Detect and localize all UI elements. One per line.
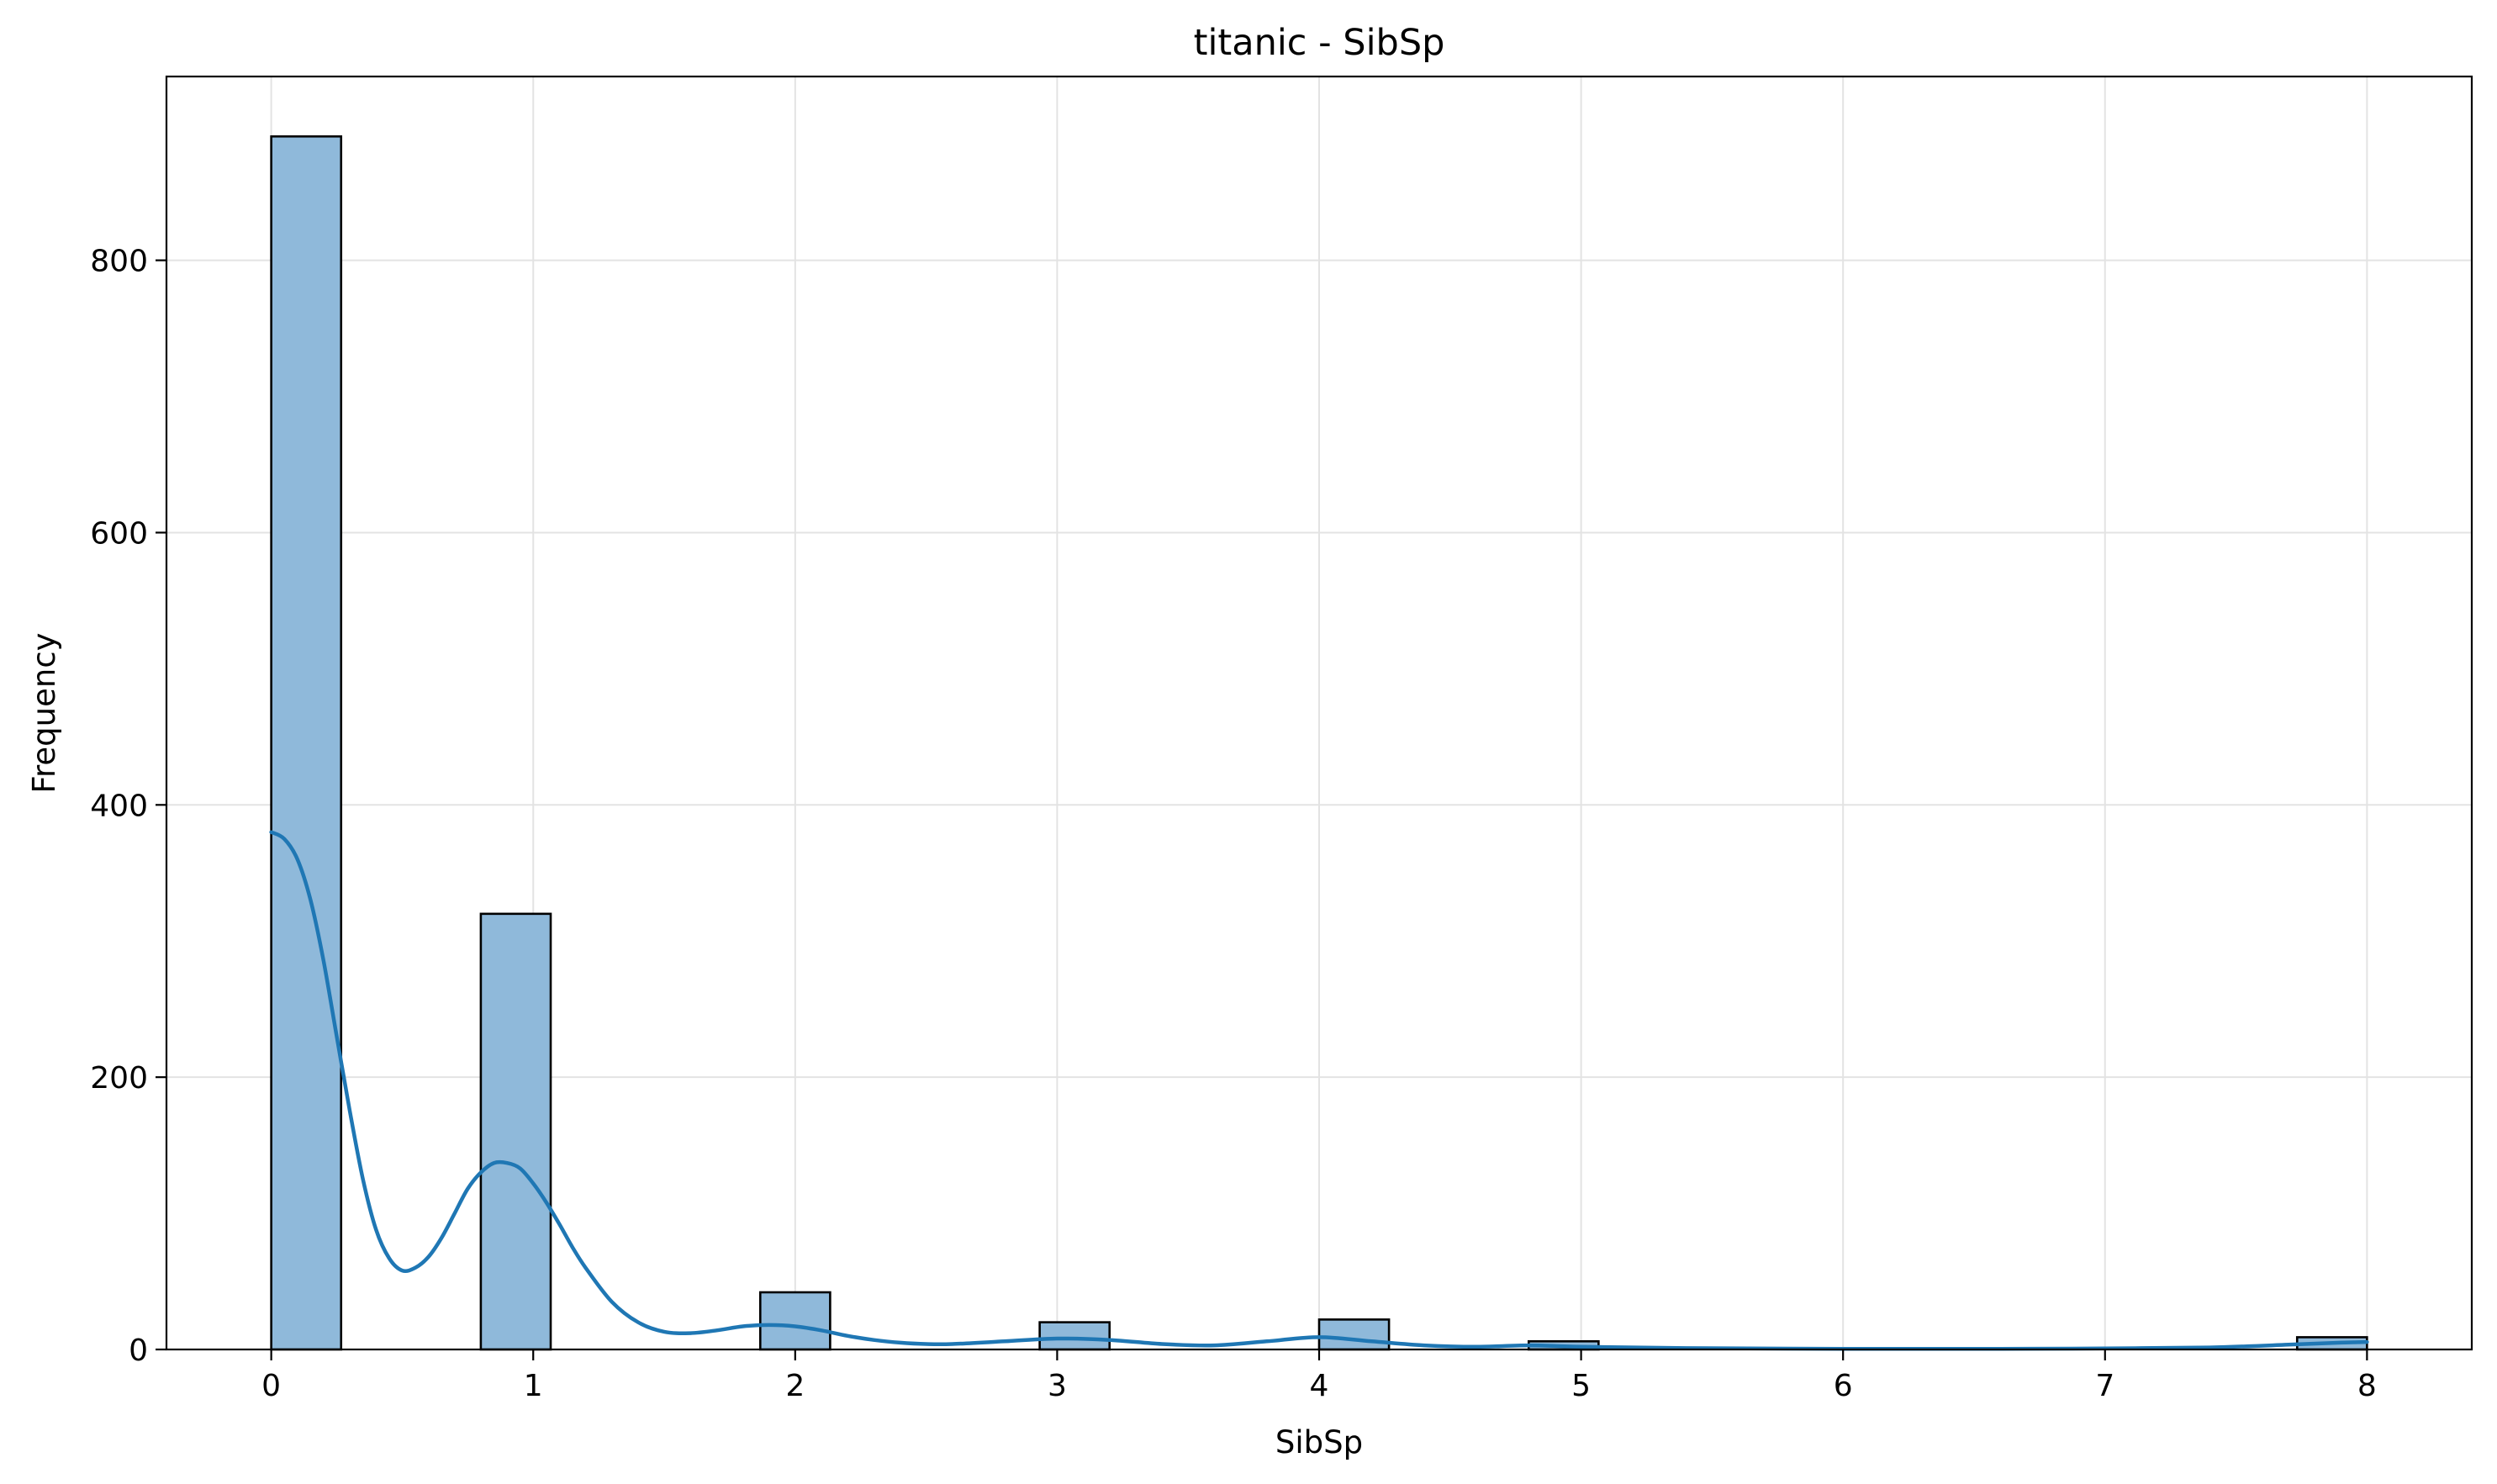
histogram-bar bbox=[479, 912, 552, 1351]
y-tick-label: 200 bbox=[90, 1061, 148, 1096]
y-tick-label: 800 bbox=[90, 245, 148, 279]
x-tick-label: 4 bbox=[1310, 1369, 1329, 1403]
axis-ticks: 0 1 2 3 4 5 6 7 8 0 200 400 600 800 bbox=[90, 245, 2377, 1403]
x-tick-label: 8 bbox=[2357, 1369, 2377, 1403]
x-tick-label: 0 bbox=[261, 1369, 281, 1403]
x-axis-label: SibSp bbox=[1275, 1424, 1363, 1460]
histogram-bars bbox=[270, 135, 2368, 1351]
histogram-bar bbox=[270, 135, 343, 1351]
histogram-bar bbox=[1038, 1321, 1111, 1351]
histogram-bar bbox=[758, 1291, 831, 1351]
x-tick-label: 3 bbox=[1048, 1369, 1067, 1403]
x-tick-label: 5 bbox=[1571, 1369, 1591, 1403]
x-tick-label: 7 bbox=[2095, 1369, 2114, 1403]
kde-line bbox=[269, 830, 2369, 1351]
y-tick-label: 0 bbox=[129, 1333, 148, 1368]
kde-layer bbox=[269, 830, 2369, 1351]
y-tick-label: 400 bbox=[90, 789, 148, 823]
y-tick-label: 600 bbox=[90, 516, 148, 551]
chart-title: titanic - SibSp bbox=[1194, 22, 1445, 64]
histogram-bar bbox=[1317, 1318, 1391, 1351]
x-tick-label: 6 bbox=[1834, 1369, 1853, 1403]
y-axis-label: Frequency bbox=[26, 632, 62, 793]
x-tick-label: 1 bbox=[524, 1369, 543, 1403]
x-tick-label: 2 bbox=[785, 1369, 805, 1403]
